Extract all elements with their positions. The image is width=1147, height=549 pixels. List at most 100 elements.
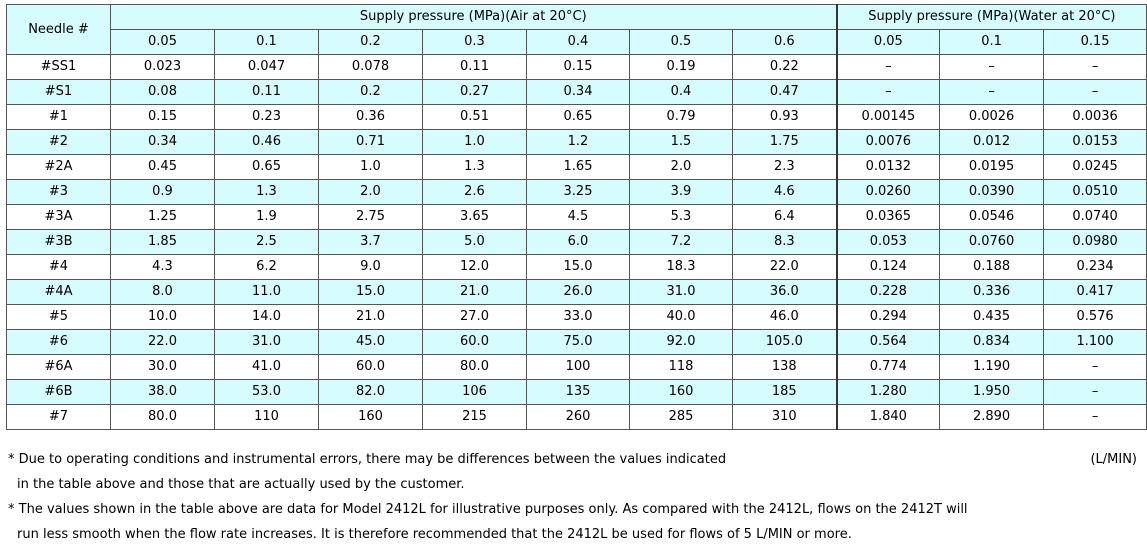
- table-row: #S1 0.08 0.11 0.2 0.27 0.34 0.4 0.47– – –: [6, 79, 1147, 105]
- water-flow-cell: 1.280: [836, 379, 941, 405]
- air-flow-cell: 10.0: [110, 304, 215, 330]
- air-flow-cell: 31.0: [214, 329, 319, 355]
- table-row: #SS1 0.023 0.047 0.078 0.11 0.15 0.19 0.22– – –: [6, 54, 1147, 80]
- water-flow-cell: –: [939, 54, 1045, 80]
- air-flow-cell: 60.0: [318, 354, 423, 380]
- air-flow-cell: 15.0: [526, 254, 630, 280]
- air-flow-cell: 1.65: [526, 154, 630, 180]
- air-pressure-cell: 0.5: [629, 29, 733, 55]
- air-flow-cell: 40.0: [629, 304, 733, 330]
- air-flow-cell: 1.0: [318, 154, 423, 180]
- air-flow-cell: 106: [422, 379, 527, 405]
- water-flow-cell: 0.0026: [939, 104, 1045, 130]
- air-flow-cell: 80.0: [422, 354, 527, 380]
- air-flow-cell: 0.4: [629, 79, 733, 105]
- air-flow-cell: 92.0: [629, 329, 733, 355]
- water-flow-cell: 0.228: [836, 279, 941, 305]
- water-flow-cell: 1.190: [939, 354, 1045, 380]
- air-flow-cell: 3.25: [526, 179, 630, 205]
- pressure-header-row: 0.05 0.1 0.2 0.3 0.4 0.5 0.6 0.05 0.1 0.15: [7, 29, 1147, 55]
- air-flow-cell: 14.0: [214, 304, 319, 330]
- water-flow-cell: 0.0036: [1043, 104, 1147, 130]
- air-flow-cell: 82.0: [318, 379, 423, 405]
- air-flow-cell: 38.0: [110, 379, 215, 405]
- needle-cell: #6A: [6, 354, 111, 380]
- table-row: #6 22.0 31.0 45.0 60.0 75.0 92.0 105.0 0.564 0.83…: [6, 329, 1147, 355]
- air-flow-cell: 185: [731, 379, 838, 405]
- water-flow-cell: –: [1043, 379, 1147, 405]
- air-flow-cell: 0.46: [214, 129, 319, 155]
- air-pressure-cell: 0.05: [110, 29, 215, 55]
- air-pressure-cell: 0.2: [318, 29, 423, 55]
- air-flow-cell: 0.34: [110, 129, 215, 155]
- unit-label: (L/MIN): [1090, 452, 1137, 467]
- air-flow-cell: 0.047: [214, 54, 319, 80]
- table-row: #3B 1.85 2.5 3.7 5.0 6.0 7.2 8.3 0.053 0.0760 0.09…: [6, 229, 1147, 255]
- needle-cell: #3: [6, 179, 111, 205]
- table-row: #5 10.0 14.0 21.0 27.0 33.0 40.0 46.0 0.294 0.435…: [6, 304, 1147, 330]
- air-flow-cell: 260: [526, 404, 630, 430]
- air-flow-cell: 0.27: [422, 79, 527, 105]
- air-flow-cell: 0.93: [731, 104, 838, 130]
- air-flow-cell: 4.5: [526, 204, 630, 230]
- table-row: #3A 1.25 1.9 2.75 3.65 4.5 5.3 6.4 0.0365 0.0546 0…: [6, 204, 1147, 230]
- air-flow-cell: 53.0: [214, 379, 319, 405]
- water-flow-cell: 0.0245: [1043, 154, 1147, 180]
- air-flow-cell: 215: [422, 404, 527, 430]
- needle-cell: #4A: [6, 279, 111, 305]
- water-flow-cell: 0.188: [939, 254, 1045, 280]
- water-flow-cell: –: [1043, 404, 1147, 430]
- needle-cell: #S1: [6, 79, 111, 105]
- water-flow-cell: –: [1043, 79, 1147, 105]
- needle-cell: #6: [6, 329, 111, 355]
- air-flow-cell: 6.2: [214, 254, 319, 280]
- air-flow-cell: 0.08: [110, 79, 215, 105]
- water-flow-cell: 0.0195: [939, 154, 1045, 180]
- air-flow-cell: 3.9: [629, 179, 733, 205]
- water-flow-cell: 0.0076: [836, 129, 941, 155]
- water-flow-cell: –: [939, 79, 1045, 105]
- air-flow-cell: 1.5: [629, 129, 733, 155]
- air-flow-cell: 8.0: [110, 279, 215, 305]
- air-flow-cell: 100: [526, 354, 630, 380]
- air-flow-cell: 0.15: [526, 54, 630, 80]
- air-flow-cell: 135: [526, 379, 630, 405]
- air-flow-cell: 0.65: [214, 154, 319, 180]
- needle-cell: #2A: [6, 154, 111, 180]
- water-pressure-cell: 0.05: [836, 29, 941, 55]
- air-flow-cell: 0.51: [422, 104, 527, 130]
- air-flow-cell: 11.0: [214, 279, 319, 305]
- air-pressure-cell: 0.6: [731, 29, 838, 55]
- water-flow-cell: 0.834: [939, 329, 1045, 355]
- air-flow-cell: 1.9: [214, 204, 319, 230]
- water-flow-cell: 0.564: [836, 329, 941, 355]
- air-flow-cell: 0.47: [731, 79, 838, 105]
- air-pressure-cell: 0.1: [214, 29, 319, 55]
- table-row: #2A 0.45 0.65 1.0 1.3 1.65 2.0 2.3 0.0132 0.0195 0…: [6, 154, 1147, 180]
- air-flow-cell: 0.79: [629, 104, 733, 130]
- needle-cell: #6B: [6, 379, 111, 405]
- air-flow-cell: 0.9: [110, 179, 215, 205]
- air-flow-cell: 75.0: [526, 329, 630, 355]
- air-flow-cell: 3.7: [318, 229, 423, 255]
- water-flow-cell: 0.124: [836, 254, 941, 280]
- water-flow-cell: 0.0260: [836, 179, 941, 205]
- air-flow-cell: 2.6: [422, 179, 527, 205]
- table-row: #6A 30.0 41.0 60.0 80.0 100 118 138 0.774 1.190–: [6, 354, 1147, 380]
- note-line-4: run less smooth when the flow rate incre…: [17, 527, 852, 542]
- air-flow-cell: 12.0: [422, 254, 527, 280]
- air-flow-cell: 27.0: [422, 304, 527, 330]
- air-flow-cell: 0.11: [422, 54, 527, 80]
- needle-cell: #4: [6, 254, 111, 280]
- air-flow-cell: 2.5: [214, 229, 319, 255]
- water-flow-cell: 0.0390: [939, 179, 1045, 205]
- air-flow-cell: 22.0: [731, 254, 838, 280]
- water-flow-cell: 0.774: [836, 354, 941, 380]
- air-flow-cell: 1.3: [214, 179, 319, 205]
- air-flow-cell: 2.75: [318, 204, 423, 230]
- water-flow-cell: 0.0365: [836, 204, 941, 230]
- needle-cell: #3A: [6, 204, 111, 230]
- water-flow-cell: –: [1043, 54, 1147, 80]
- air-flow-cell: 105.0: [731, 329, 838, 355]
- table-row: #3 0.9 1.3 2.0 2.6 3.25 3.9 4.6 0.0260 0.0390 0.05…: [6, 179, 1147, 205]
